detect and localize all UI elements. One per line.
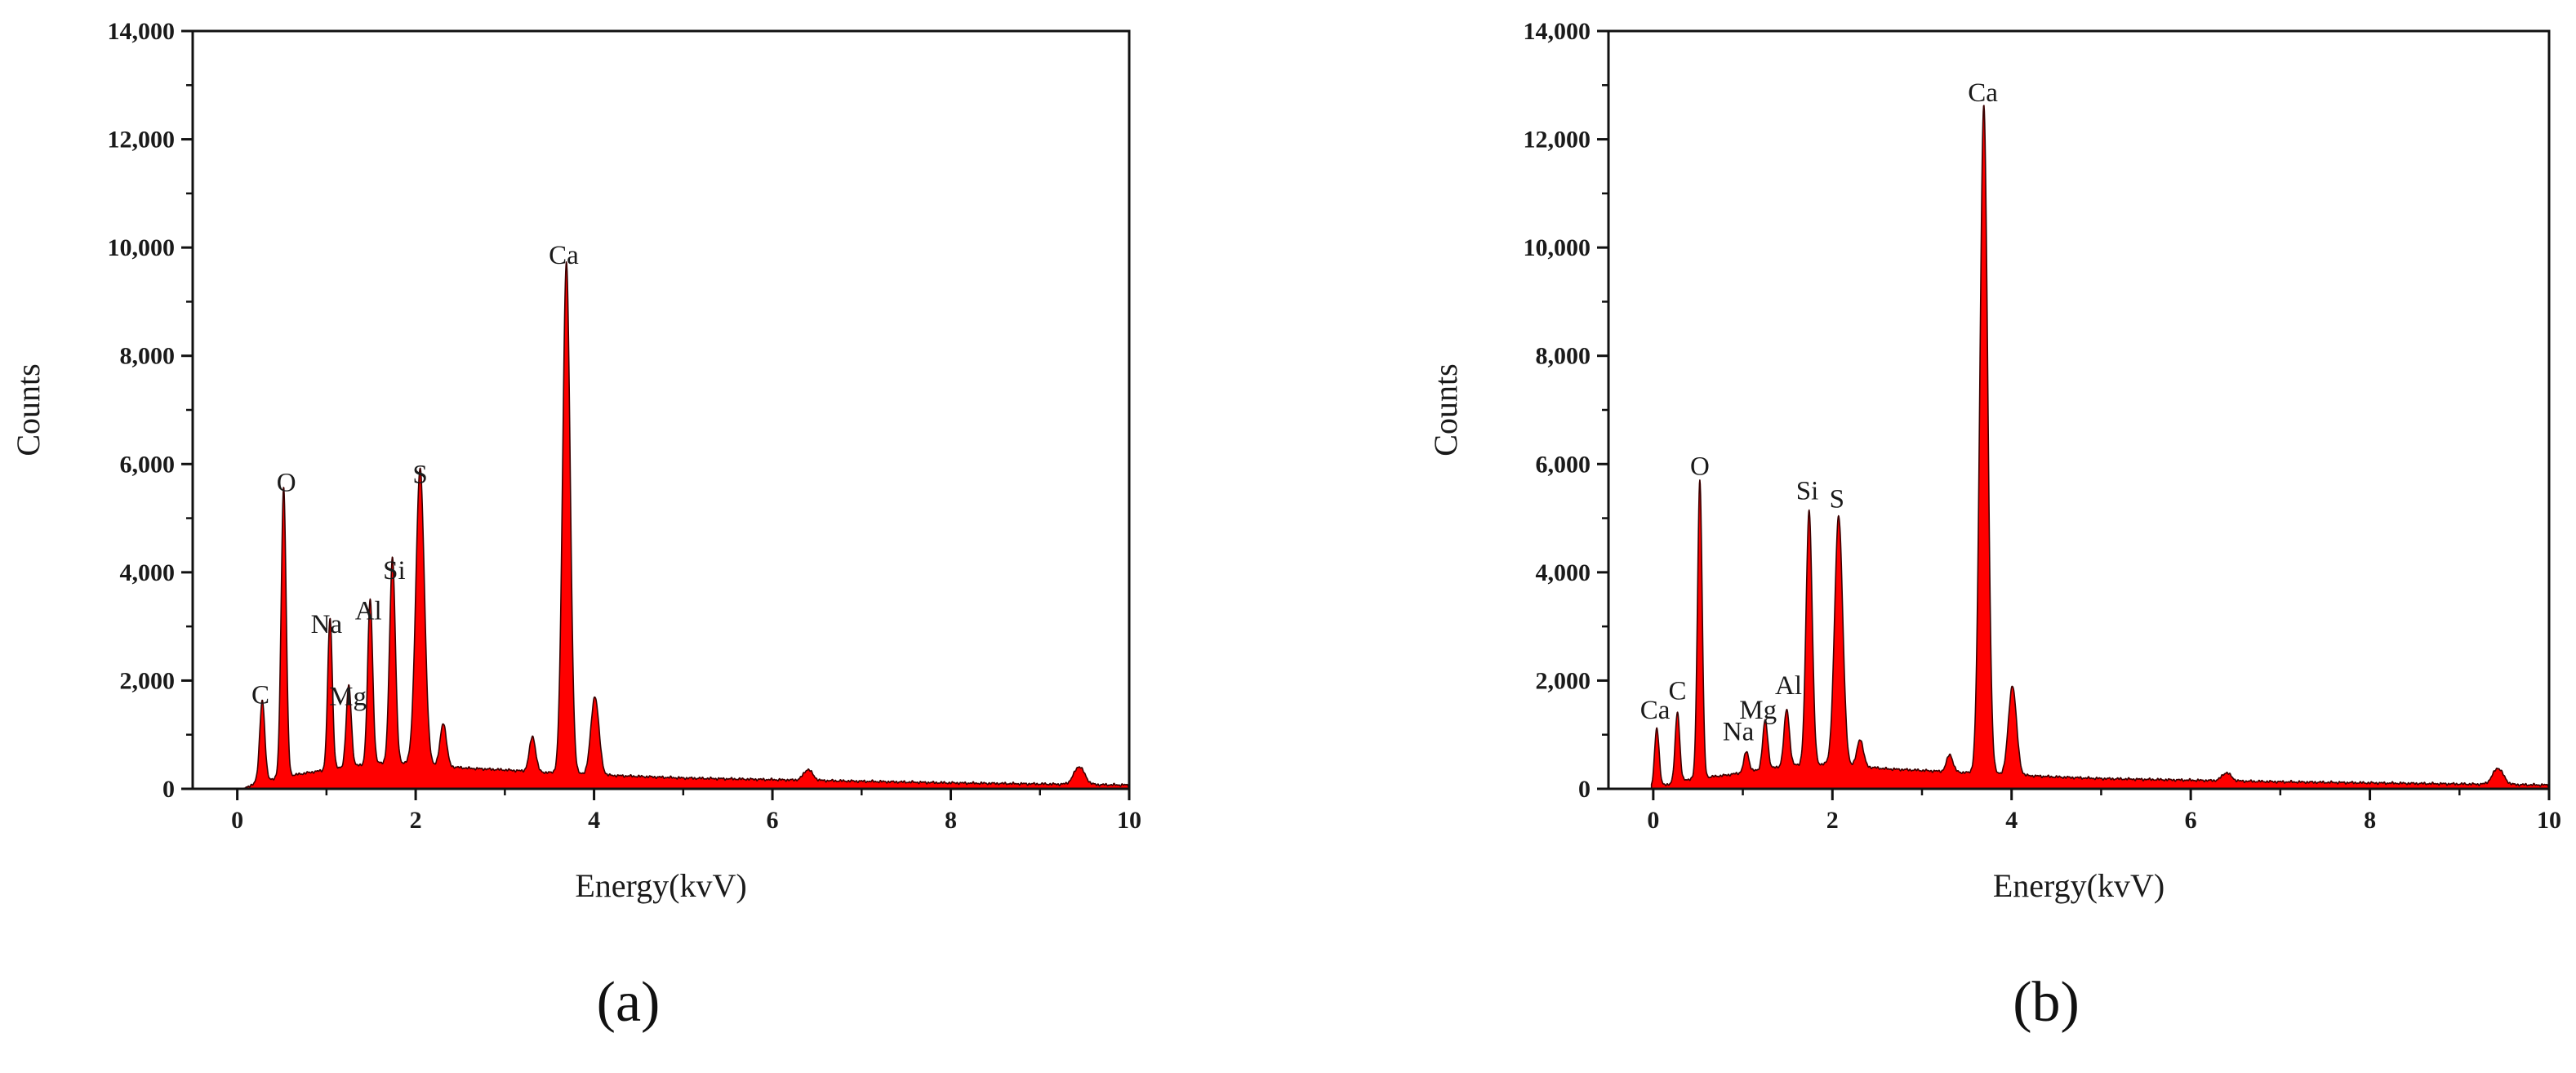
peak-label-na: Na <box>311 610 343 639</box>
plot-frame <box>1607 29 2551 790</box>
y-tick-label: 14,000 <box>108 18 176 45</box>
peak-label-mg: Mg <box>329 682 367 711</box>
peak-label-al: Al <box>1775 671 1802 701</box>
peak-label-o: O <box>277 468 296 497</box>
x-tick-label: 2 <box>1826 807 1839 834</box>
peak-label-c: C <box>1668 677 1686 706</box>
peak-label-s: S <box>412 460 427 489</box>
y-tick-label: 0 <box>162 776 175 803</box>
y-tick-label: 2,000 <box>120 667 176 694</box>
x-tick-label: 10 <box>1117 807 1141 834</box>
peak-label-ca: Ca <box>1968 78 1998 108</box>
peak-label-al: Al <box>355 597 382 626</box>
y-tick-label: 8,000 <box>120 343 176 370</box>
spectrum-panel-b: 0 2,000 4,000 6,000 8,000 10,000 12,000 14,000 0… <box>1427 18 2561 1034</box>
x-tick-label: 6 <box>767 807 779 834</box>
x-axis-title: Energy(kvV) <box>575 867 746 904</box>
peak-label-o: O <box>1690 452 1710 482</box>
x-axis-title: Energy(kvV) <box>1993 867 2164 904</box>
peak-label-na: Na <box>1723 717 1755 746</box>
y-tick-label: 6,000 <box>1536 451 1591 478</box>
x-tick-label: 4 <box>2005 807 2018 834</box>
y-tick-label: 0 <box>1578 776 1591 803</box>
x-tick-label: 8 <box>2364 807 2376 834</box>
spectrum-area <box>241 260 1130 790</box>
x-tick-label: 8 <box>945 807 957 834</box>
y-tick-label: 6,000 <box>120 451 176 478</box>
plot-frame <box>191 29 1131 790</box>
panel-label: (a) <box>597 971 661 1034</box>
x-tick-label: 0 <box>1647 807 1659 834</box>
panel-label: (b) <box>2013 971 2080 1034</box>
y-tick-label: 4,000 <box>1536 559 1591 586</box>
y-tick-label: 14,000 <box>1524 18 1591 45</box>
peak-label-c: C <box>251 680 269 710</box>
x-tick-label: 10 <box>2537 807 2561 834</box>
y-tick-label: 12,000 <box>108 127 176 154</box>
y-tick-label: 8,000 <box>1536 343 1591 370</box>
y-tick-label: 10,000 <box>1524 234 1591 261</box>
peak-label-si: Si <box>383 556 406 585</box>
y-tick-label: 2,000 <box>1536 667 1591 694</box>
peak-label-mg: Mg <box>1739 696 1777 725</box>
peak-label-ca: Ca <box>1640 696 1671 725</box>
x-tick-label: 0 <box>231 807 243 834</box>
y-axis-title: Counts <box>10 363 47 456</box>
x-tick-label: 4 <box>588 807 600 834</box>
x-tick-label: 2 <box>410 807 422 834</box>
y-tick-label: 10,000 <box>108 234 176 261</box>
y-tick-label: 12,000 <box>1524 127 1591 154</box>
y-axis-title: Counts <box>1427 363 1464 456</box>
peak-label-ca: Ca <box>549 241 579 270</box>
peak-label-s: S <box>1830 484 1844 514</box>
spectrum-panel-a: 0 2,000 4,000 6,000 8,000 10,000 12,000 14,000 0… <box>10 18 1141 1034</box>
peak-label-si: Si <box>1796 476 1819 505</box>
y-tick-label: 4,000 <box>120 559 176 586</box>
x-tick-label: 6 <box>2185 807 2197 834</box>
spectrum-area <box>1650 105 2550 790</box>
